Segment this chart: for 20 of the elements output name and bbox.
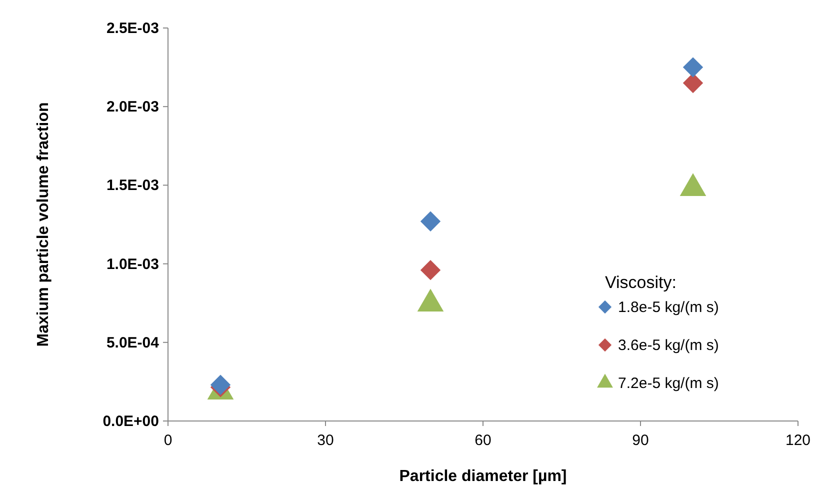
legend-label: 1.8e-5 kg/(m s) [618,299,719,316]
y-tick-label: 5.0E-04 [106,334,160,352]
legend-label: 3.6e-5 kg/(m s) [618,337,719,354]
legend-label: 7.2e-5 kg/(m s) [618,375,719,392]
x-tick-label: 30 [317,432,334,449]
y-tick-label: 0.0E+00 [102,413,159,430]
y-tick-label: 2.5E-03 [106,20,159,37]
legend-title: Viscosity: [605,273,676,292]
x-axis-title: Particle diameter [µm] [399,468,567,485]
x-tick-label: 90 [632,432,649,449]
y-axis-title: Maxium particle volume fraction [35,102,52,347]
point [420,211,441,232]
y-tick-label: 2.0E-03 [106,98,159,116]
point [420,260,441,280]
x-tick-label: 60 [474,432,492,449]
x-tick-label: 0 [164,432,172,449]
x-tick-label: 120 [785,432,811,449]
y-tick-label: 1.5E-03 [106,177,159,194]
point [682,57,704,78]
y-tick-label: 1.0E-03 [106,256,159,273]
